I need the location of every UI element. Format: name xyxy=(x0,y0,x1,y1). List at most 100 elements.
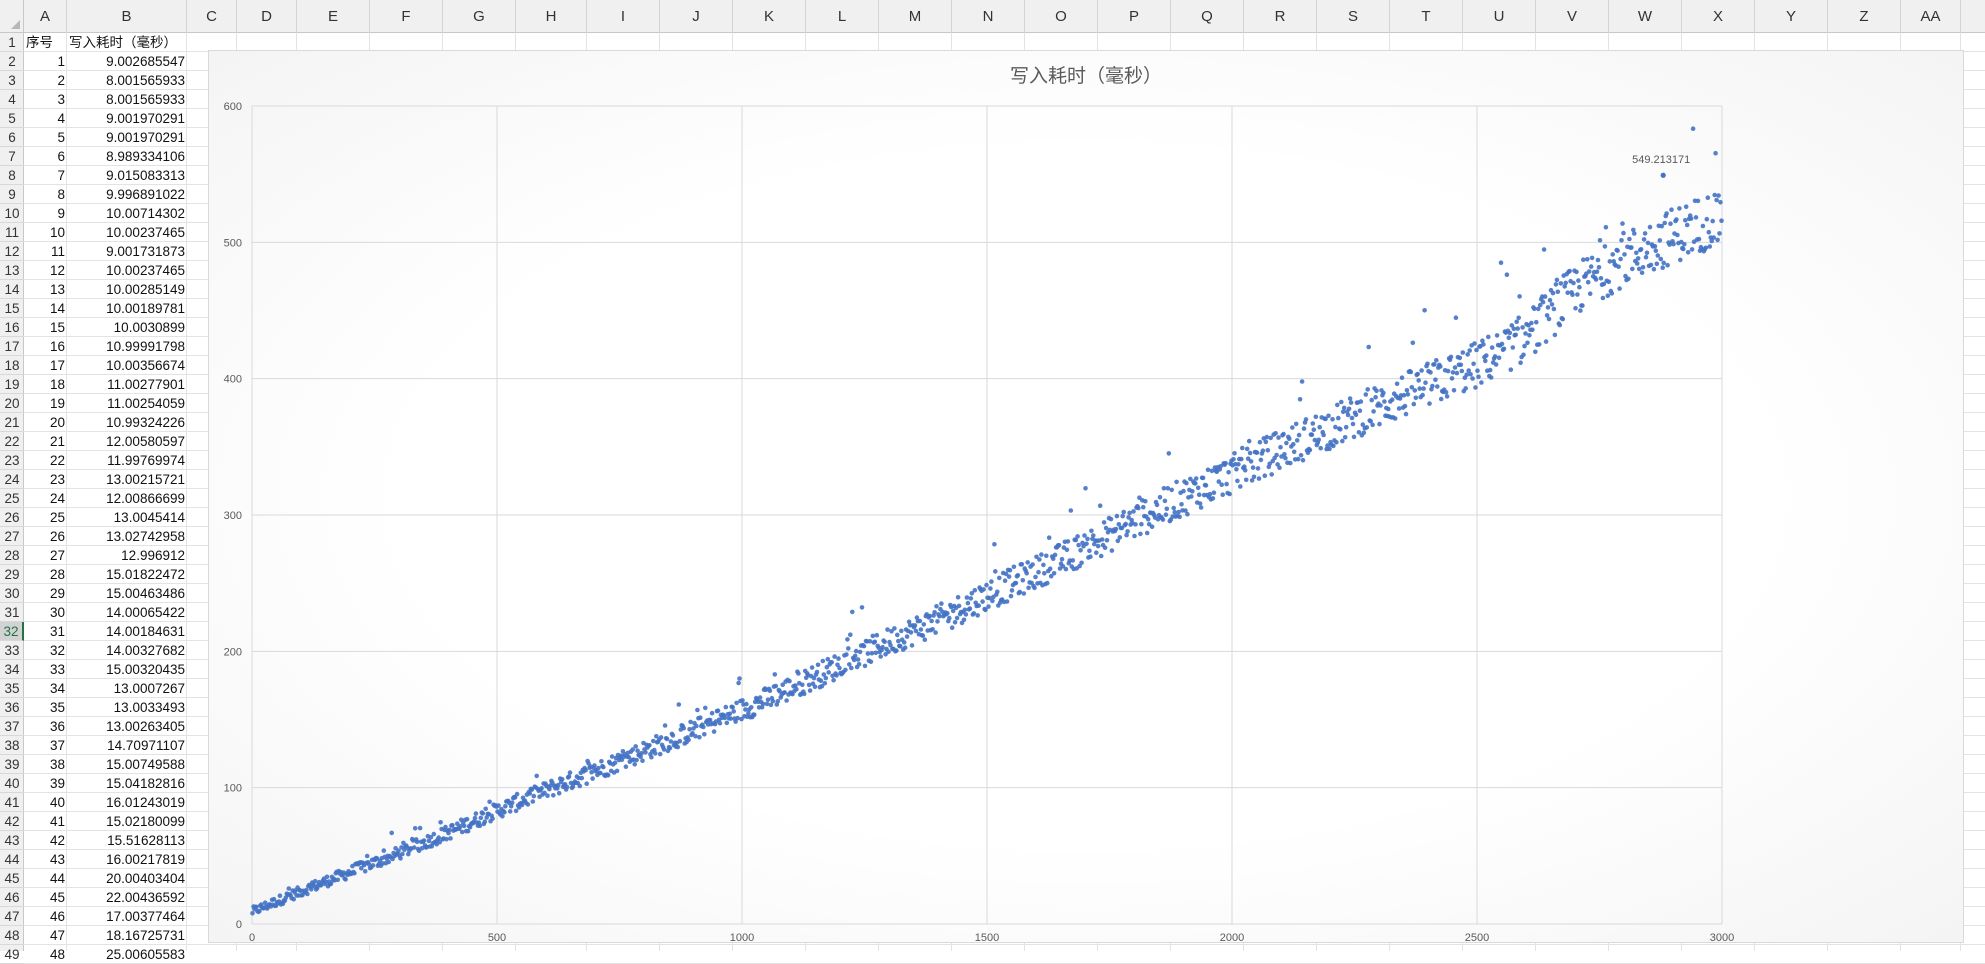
data-point[interactable] xyxy=(1082,533,1087,538)
data-point[interactable] xyxy=(1363,392,1369,397)
cell-write-time[interactable]: 10.00189781 xyxy=(106,301,185,316)
data-point[interactable] xyxy=(632,762,637,767)
data-point[interactable] xyxy=(934,604,939,609)
cell-index[interactable]: 23 xyxy=(49,472,65,487)
data-point[interactable] xyxy=(461,823,467,829)
data-point[interactable] xyxy=(1547,297,1553,303)
cell-write-time[interactable]: 10.00285149 xyxy=(106,282,185,297)
cell-write-time[interactable]: 14.00065422 xyxy=(106,605,185,620)
data-point[interactable] xyxy=(990,598,995,604)
column-header-v[interactable]: V xyxy=(1536,0,1609,33)
data-point[interactable] xyxy=(324,874,330,880)
data-point[interactable] xyxy=(584,781,589,786)
column-header-j[interactable]: J xyxy=(660,0,733,33)
data-point[interactable] xyxy=(800,682,805,688)
row-header-11[interactable]: 11 xyxy=(0,223,24,242)
cell-index[interactable]: 15 xyxy=(49,320,65,335)
data-point[interactable] xyxy=(502,809,507,815)
data-point[interactable] xyxy=(1425,361,1430,367)
cell-index[interactable]: 28 xyxy=(49,567,65,582)
data-point[interactable] xyxy=(1051,571,1057,576)
data-point[interactable] xyxy=(1664,211,1669,216)
data-point[interactable] xyxy=(556,782,561,788)
data-point[interactable] xyxy=(765,697,771,702)
data-point[interactable] xyxy=(635,748,640,753)
data-point[interactable] xyxy=(527,791,533,796)
data-point[interactable] xyxy=(829,660,834,665)
data-point[interactable] xyxy=(850,609,855,615)
data-point[interactable] xyxy=(1408,369,1414,375)
data-point[interactable] xyxy=(782,690,787,695)
data-point[interactable] xyxy=(814,669,820,675)
data-point[interactable] xyxy=(933,630,938,635)
data-point[interactable] xyxy=(1627,236,1632,242)
data-point[interactable] xyxy=(653,751,658,756)
data-point[interactable] xyxy=(1516,315,1521,321)
cell-index[interactable]: 32 xyxy=(49,643,65,658)
data-point[interactable] xyxy=(1513,332,1518,338)
cell-write-time[interactable]: 12.00866699 xyxy=(106,491,185,506)
data-point[interactable] xyxy=(1291,441,1296,447)
data-point[interactable] xyxy=(579,775,585,781)
data-point[interactable] xyxy=(1242,464,1247,470)
data-point[interactable] xyxy=(1615,248,1620,253)
data-point[interactable] xyxy=(997,575,1002,581)
data-point[interactable] xyxy=(1603,225,1609,230)
data-point[interactable] xyxy=(1339,399,1344,405)
data-point[interactable] xyxy=(1190,489,1195,494)
data-point[interactable] xyxy=(1483,358,1488,364)
data-point[interactable] xyxy=(796,671,801,676)
data-point[interactable] xyxy=(1675,232,1680,238)
data-point[interactable] xyxy=(1349,415,1355,421)
data-point[interactable] xyxy=(722,715,728,721)
row-header-48[interactable]: 48 xyxy=(0,926,24,945)
data-point[interactable] xyxy=(733,719,738,724)
data-point[interactable] xyxy=(503,804,508,809)
data-point[interactable] xyxy=(1047,566,1053,571)
data-point[interactable] xyxy=(519,802,525,808)
data-point[interactable] xyxy=(1451,388,1457,393)
data-point[interactable] xyxy=(1550,290,1556,296)
data-point[interactable] xyxy=(1260,448,1266,454)
data-point[interactable] xyxy=(723,704,729,710)
data-point[interactable] xyxy=(715,708,721,713)
cell-write-time[interactable]: 15.00749588 xyxy=(106,757,185,772)
data-point[interactable] xyxy=(1557,322,1563,328)
data-point[interactable] xyxy=(1577,284,1582,290)
data-point[interactable] xyxy=(1601,281,1607,287)
data-point[interactable] xyxy=(1025,560,1030,565)
row-header-35[interactable]: 35 xyxy=(0,679,24,698)
data-point[interactable] xyxy=(478,815,484,821)
data-point[interactable] xyxy=(836,656,841,661)
data-point[interactable] xyxy=(1060,564,1066,569)
data-point[interactable] xyxy=(1511,326,1517,332)
data-point[interactable] xyxy=(1707,244,1713,249)
data-point[interactable] xyxy=(1009,588,1015,593)
data-point[interactable] xyxy=(675,744,681,750)
data-point[interactable] xyxy=(937,613,942,619)
column-header-o[interactable]: O xyxy=(1025,0,1098,33)
cell-index[interactable]: 10 xyxy=(49,225,65,240)
data-point[interactable] xyxy=(1647,224,1653,230)
data-point[interactable] xyxy=(1705,195,1711,200)
data-point[interactable] xyxy=(954,615,960,621)
data-point[interactable] xyxy=(1340,409,1346,415)
data-point[interactable] xyxy=(1101,520,1107,525)
data-point[interactable] xyxy=(896,638,901,644)
data-point[interactable] xyxy=(1682,242,1687,247)
data-point[interactable] xyxy=(1525,340,1530,346)
data-point[interactable] xyxy=(1162,498,1168,504)
data-point[interactable] xyxy=(1629,245,1634,250)
data-point[interactable] xyxy=(1115,538,1121,544)
data-point[interactable] xyxy=(1210,496,1216,501)
data-point[interactable] xyxy=(1166,451,1172,456)
data-point[interactable] xyxy=(1345,412,1351,418)
data-point[interactable] xyxy=(1338,427,1343,432)
data-point[interactable] xyxy=(1294,438,1300,443)
data-point[interactable] xyxy=(1632,231,1637,236)
data-point[interactable] xyxy=(459,829,465,835)
data-point[interactable] xyxy=(855,657,861,662)
data-point[interactable] xyxy=(438,820,443,825)
data-point[interactable] xyxy=(1295,456,1301,462)
data-point[interactable] xyxy=(1562,284,1567,289)
